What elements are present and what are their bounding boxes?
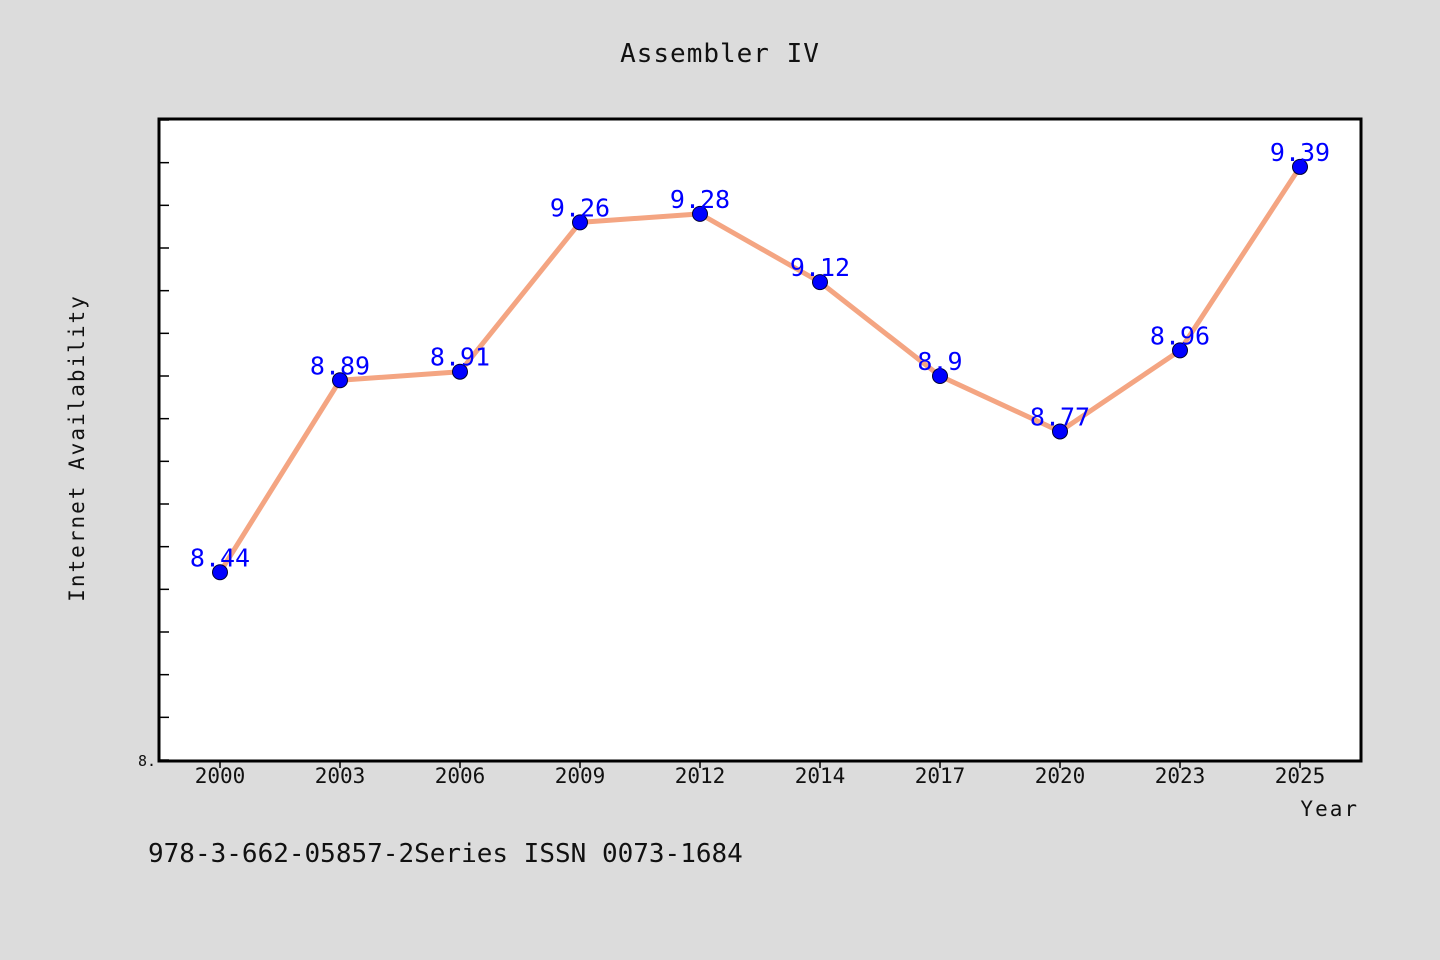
x-tick-label: 2003 [315,764,366,788]
data-point [572,214,588,231]
data-label: 9.28 [670,185,730,214]
data-label-layer: 8.44 8.89 8.91 9.26 9.28 9.12 8.9 8.77 8.96 9.39 [190,138,1330,572]
data-label: 8.77 [1030,402,1090,431]
data-label: 9.39 [1270,138,1330,167]
series-layer [212,158,1308,581]
data-label: 8.89 [310,351,370,380]
y-tick-label: 8. [138,752,156,770]
chart-title: Assembler IV [620,39,820,69]
x-tick-label: 2020 [1035,764,1086,788]
data-point [332,372,348,389]
x-tick-label: 2014 [795,764,846,788]
x-axis-label: Year [1300,797,1359,821]
data-point [812,274,828,291]
x-tick-label: 2017 [915,764,966,788]
y-axis-ticks: 8. [138,119,169,770]
data-point [1172,342,1188,359]
data-label: 9.26 [550,193,610,222]
x-tick-label: 2025 [1275,764,1326,788]
y-axis-label: Internet Availability [65,294,89,602]
data-label: 8.44 [190,543,250,572]
x-tick-label: 2009 [555,764,606,788]
plot-area [157,117,1363,763]
data-point [692,205,708,222]
data-point [932,368,948,384]
data-label: 8.91 [430,343,490,372]
data-point [452,363,468,380]
data-label: 8.9 [917,347,962,376]
x-tick-label: 2006 [435,764,486,788]
footer-note: 978-3-662-05857-2Series ISSN 0073-1684 [148,839,743,869]
data-point [1052,423,1068,440]
x-tick-label: 2000 [195,764,246,788]
x-tick-label: 2023 [1155,764,1206,788]
x-tick-label: 2012 [675,764,726,788]
series-line [217,164,1303,575]
x-axis-ticks: 2000 2003 2006 2009 2012 2014 2017 2020 2023 2025 [195,760,1326,788]
data-label: 9.12 [790,253,850,282]
data-label: 8.96 [1150,321,1210,350]
data-point [1292,158,1308,175]
data-point [212,564,228,581]
